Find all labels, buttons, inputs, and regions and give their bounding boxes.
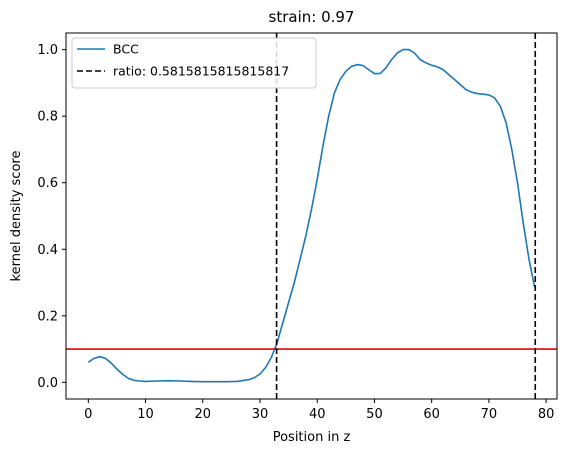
x-axis-label: Position in z (273, 430, 351, 445)
y-tick-label: 0.4 (37, 243, 58, 258)
x-axis-ticks: 0 10 20 30 40 50 60 70 80 (84, 399, 554, 422)
x-tick-label: 80 (538, 407, 555, 422)
series-lines (87, 48, 536, 383)
y-tick-label: 0.6 (37, 176, 58, 191)
plot-frame (65, 32, 558, 400)
legend: BCC ratio: 0.5815815815815817 (71, 37, 317, 89)
legend-label-bcc: BCC (113, 42, 139, 57)
x-tick-label: 20 (194, 407, 211, 422)
legend-label-ratio: ratio: 0.5815815815815817 (113, 64, 289, 79)
y-tick-label: 1.0 (37, 43, 58, 58)
plot-background (66, 33, 557, 399)
x-tick-label: 50 (366, 407, 383, 422)
y-axis-label: kernel density score (9, 151, 24, 282)
legend-box (71, 37, 317, 89)
chart-title: strain: 0.97 (269, 8, 355, 26)
series-line-bcc (87, 48, 536, 383)
y-tick-label: 0.0 (37, 376, 58, 391)
y-tick-label: 0.8 (37, 110, 58, 125)
x-tick-label: 40 (309, 407, 326, 422)
y-tick-label: 0.2 (37, 309, 58, 324)
x-tick-label: 10 (137, 407, 154, 422)
reference-lines (66, 33, 557, 399)
x-tick-label: 30 (252, 407, 269, 422)
x-tick-label: 70 (481, 407, 498, 422)
x-tick-label: 60 (423, 407, 440, 422)
y-axis-ticks: 0.0 0.2 0.4 0.6 0.8 1.0 (37, 43, 66, 391)
x-tick-label: 0 (84, 407, 92, 422)
